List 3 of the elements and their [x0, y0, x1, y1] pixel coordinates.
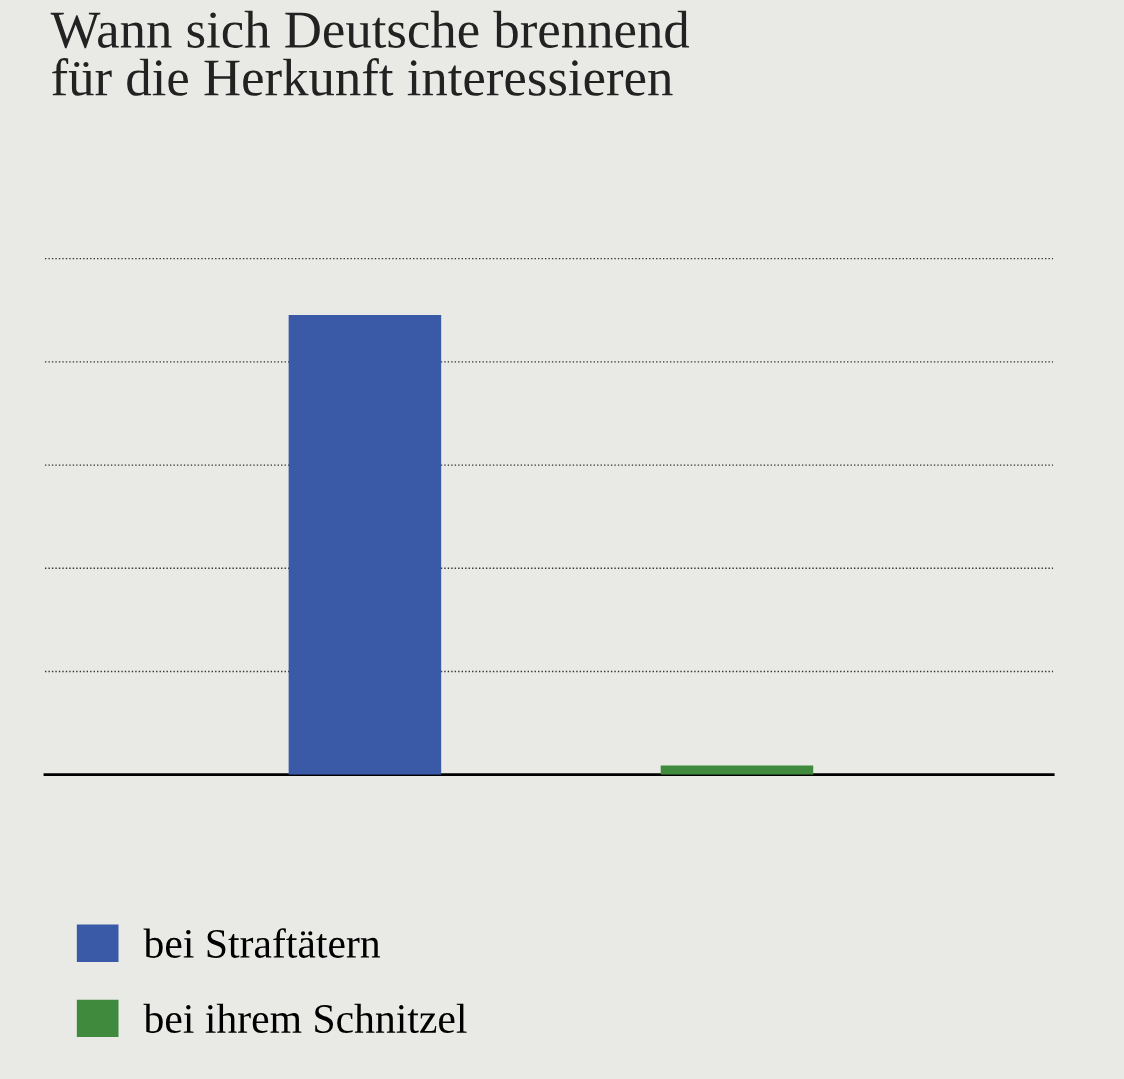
- legend-label: bei ihrem Schnitzel: [143, 1003, 467, 1034]
- chart-title: Wann sich Deutsche brennend für die Herkunft interessieren: [50, 10, 690, 96]
- legend-label: bei Straftätern: [143, 928, 381, 958]
